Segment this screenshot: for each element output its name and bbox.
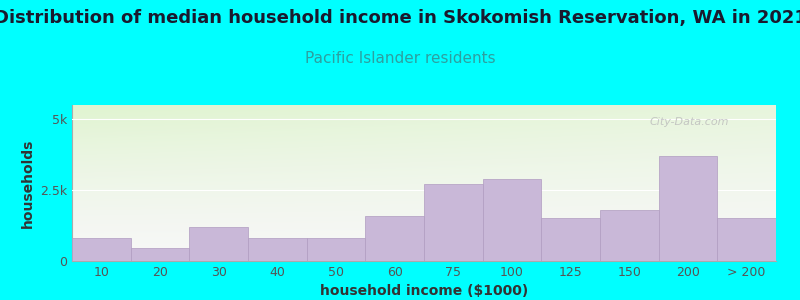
Bar <box>190 227 248 261</box>
Bar <box>658 156 718 261</box>
Bar <box>542 218 600 261</box>
Bar <box>718 218 776 261</box>
Y-axis label: households: households <box>21 138 34 228</box>
Text: Pacific Islander residents: Pacific Islander residents <box>305 51 495 66</box>
Bar <box>72 238 130 261</box>
Bar <box>482 179 542 261</box>
Bar <box>130 248 190 261</box>
Bar <box>600 210 658 261</box>
X-axis label: household income ($1000): household income ($1000) <box>320 284 528 298</box>
Bar <box>366 216 424 261</box>
Bar <box>306 238 366 261</box>
Text: Distribution of median household income in Skokomish Reservation, WA in 2021: Distribution of median household income … <box>0 9 800 27</box>
Bar <box>248 238 306 261</box>
Text: City-Data.com: City-Data.com <box>650 118 729 128</box>
Bar <box>424 184 482 261</box>
